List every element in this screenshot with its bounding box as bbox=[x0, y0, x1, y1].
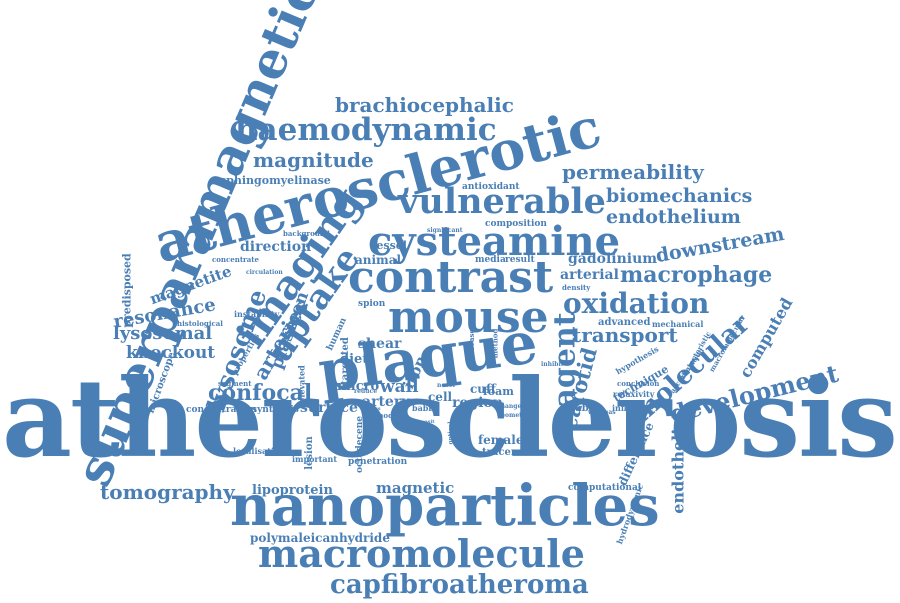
cloud-word: nanoparticles bbox=[230, 473, 660, 539]
cloud-word: histological bbox=[177, 319, 223, 328]
cloud-word: stress bbox=[364, 406, 381, 412]
cloud-word: influence bbox=[612, 403, 654, 413]
cloud-word: confocal bbox=[208, 380, 313, 406]
cloud-word: animal bbox=[355, 253, 402, 267]
cloud-word: diet bbox=[340, 352, 369, 367]
cloud-word: micro bbox=[337, 379, 380, 394]
cloud-word: mechanical bbox=[652, 319, 704, 329]
cloud-word: cell bbox=[428, 390, 453, 404]
cloud-word: lysosomal bbox=[113, 323, 213, 344]
cloud-word: whereas bbox=[588, 409, 616, 416]
cloud-word: mouse bbox=[388, 292, 549, 343]
cloud-word: significant bbox=[427, 227, 463, 234]
cloud-word: optical bbox=[447, 421, 455, 445]
cloud-word: wall bbox=[380, 377, 419, 397]
cloud-word: capfibroatheroma bbox=[330, 570, 589, 600]
cloud-word: lipoprotein bbox=[252, 483, 333, 498]
cloud-word: predisposed bbox=[120, 253, 134, 328]
cloud-word: octadecene bbox=[354, 416, 365, 473]
cloud-word: haemodynamic bbox=[235, 112, 497, 148]
cloud-word: atherosclerosis bbox=[2, 356, 898, 482]
cloud-word: targeted bbox=[339, 337, 351, 385]
cloud-word: concentrate bbox=[212, 255, 259, 264]
cloud-word: cuff bbox=[470, 382, 496, 396]
cloud-word: density bbox=[562, 283, 591, 292]
cloud-word: penetration bbox=[348, 457, 408, 467]
cloud-word: background bbox=[283, 229, 330, 238]
cloud-word: endothelium bbox=[606, 206, 741, 228]
cloud-word: transport bbox=[572, 323, 678, 347]
cloud-word: downstream bbox=[653, 222, 786, 268]
cloud-word: oxidation bbox=[563, 287, 710, 320]
cloud-word: synthesis bbox=[252, 405, 299, 415]
cloud-word: computational bbox=[568, 483, 642, 493]
cloud-word: deposit bbox=[414, 419, 435, 425]
cloud-word: concentration bbox=[186, 405, 257, 415]
cloud-word: magnetic bbox=[376, 479, 455, 497]
cloud-word: brachiocephalic bbox=[335, 93, 514, 117]
cloud-word: result bbox=[505, 255, 535, 265]
cloud-word: conclusion bbox=[617, 379, 660, 388]
cloud-word: reduce bbox=[354, 388, 378, 395]
cloud-word: novel bbox=[437, 382, 455, 389]
cloud-word: model bbox=[376, 411, 401, 420]
cloud-word: female bbox=[478, 433, 524, 447]
cloud-word: important bbox=[292, 454, 338, 464]
cloud-word: geometry bbox=[497, 412, 529, 419]
cloud-word: artery bbox=[362, 394, 410, 410]
cloud-word: method bbox=[490, 328, 500, 359]
cloud-word: disease bbox=[466, 329, 476, 358]
cloud-word: segment bbox=[218, 379, 252, 388]
cloud-word: stable bbox=[565, 403, 599, 414]
cloud-word: vessel bbox=[370, 239, 407, 252]
cloud-word: magnitude bbox=[253, 148, 374, 172]
cloud-word: babb bbox=[412, 403, 434, 413]
cloud-word: lesion bbox=[303, 436, 315, 470]
cloud-word: foam bbox=[483, 385, 514, 398]
cloud-word: composition bbox=[485, 219, 547, 229]
cloud-word: biomechanics bbox=[606, 185, 753, 207]
cloud-word: cysteamine bbox=[368, 218, 621, 265]
cloud-word: advanced bbox=[598, 317, 651, 328]
cloud-word: media bbox=[475, 255, 506, 265]
cloud-word: tomography bbox=[100, 480, 235, 504]
cloud-word: localisation bbox=[233, 446, 286, 456]
cloud-word: relaxivity bbox=[613, 389, 655, 399]
cloud-word: vulnerable bbox=[398, 181, 606, 222]
cloud-word: shear bbox=[358, 336, 402, 352]
cloud-word: instability bbox=[234, 309, 280, 319]
cloud-word: direction bbox=[240, 239, 312, 255]
cloud-word: polymaleicanhydride bbox=[250, 531, 390, 545]
cloud-word: inhibit bbox=[541, 361, 564, 368]
cloud-word: permeability bbox=[562, 160, 704, 184]
cloud-word: change bbox=[497, 403, 522, 410]
cloud-word: arterial bbox=[560, 267, 619, 283]
cloud-word: circulation bbox=[246, 269, 283, 276]
cloud-word: sphingomyelinase bbox=[220, 174, 331, 187]
cloud-word: contrast bbox=[348, 252, 554, 303]
cloud-word: knockout bbox=[126, 343, 216, 363]
cloud-word: antioxidant bbox=[462, 182, 520, 192]
cloud-word: spion bbox=[358, 299, 386, 309]
cloud-word: region bbox=[452, 395, 503, 411]
cloud-word: macromolecule bbox=[258, 531, 585, 576]
cloud-word: endothelial bbox=[668, 412, 688, 514]
cloud-word: gadolinium bbox=[568, 251, 658, 267]
cloud-word: surface bbox=[300, 400, 358, 416]
cloud-word: tracer bbox=[482, 447, 517, 458]
cloud-word: macrophage bbox=[620, 262, 773, 288]
cloud-word: elevated bbox=[296, 365, 307, 403]
